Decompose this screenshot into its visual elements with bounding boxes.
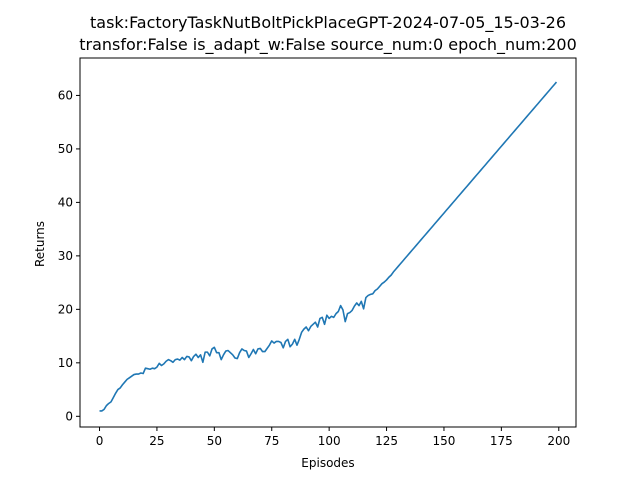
y-tick-label: 20 (58, 302, 73, 316)
y-tick-label: 10 (58, 356, 73, 370)
y-tick-label: 50 (58, 142, 73, 156)
y-tick-label: 0 (65, 409, 73, 423)
x-tick-label: 0 (96, 434, 104, 448)
x-tick-label: 75 (264, 434, 279, 448)
axes-frame (79, 57, 577, 428)
plot-area (99, 81, 558, 412)
x-tick-label: 25 (149, 434, 164, 448)
x-axis-label: Episodes (301, 456, 354, 470)
x-tick-label: 150 (433, 434, 456, 448)
chart-title-line1: task:FactoryTaskNutBoltPickPlaceGPT-2024… (90, 13, 566, 33)
y-tick-label: 30 (58, 249, 73, 263)
x-tick-label: 125 (375, 434, 398, 448)
y-tick-label: 40 (58, 195, 73, 209)
x-tick-label: 175 (490, 434, 513, 448)
chart-title-line2: transfor:False is_adapt_w:False source_n… (79, 35, 577, 55)
x-tick-label: 50 (207, 434, 222, 448)
series-line (99, 81, 558, 412)
axis-ticks: 0 25 50 75 100 125 150 175 200 0 10 20 30 40 50 60 (58, 88, 571, 448)
x-tick-label: 100 (318, 434, 341, 448)
x-tick-label: 200 (547, 434, 570, 448)
y-axis-label: Returns (33, 221, 47, 267)
y-tick-label: 60 (58, 88, 73, 102)
